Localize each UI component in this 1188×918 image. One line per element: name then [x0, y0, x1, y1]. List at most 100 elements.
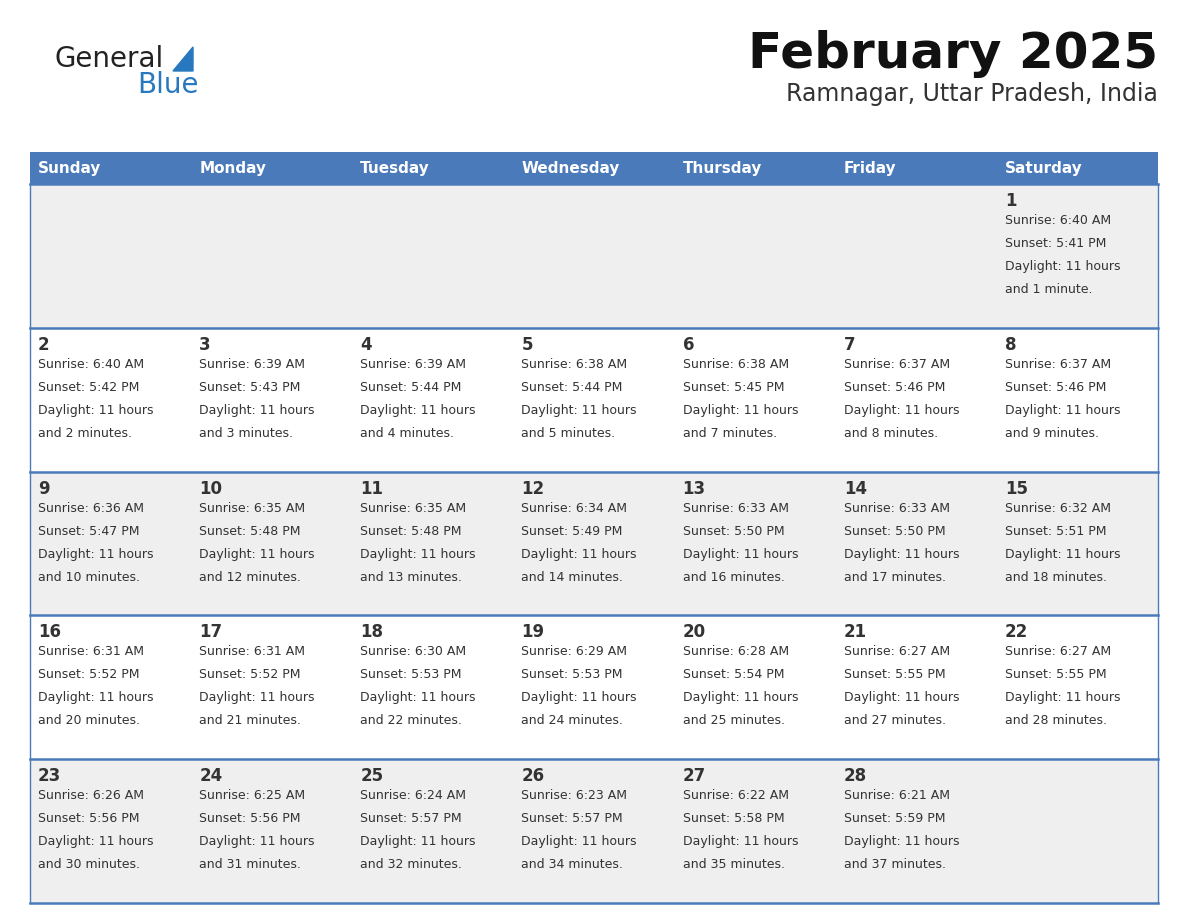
Text: Sunrise: 6:32 AM: Sunrise: 6:32 AM: [1005, 501, 1111, 515]
Text: Sunset: 5:58 PM: Sunset: 5:58 PM: [683, 812, 784, 825]
Text: General: General: [55, 45, 164, 73]
Text: and 9 minutes.: and 9 minutes.: [1005, 427, 1099, 440]
Bar: [513, 152, 675, 184]
Text: Sunrise: 6:27 AM: Sunrise: 6:27 AM: [843, 645, 950, 658]
Text: Sunday: Sunday: [38, 161, 101, 175]
Text: Daylight: 11 hours: Daylight: 11 hours: [522, 404, 637, 417]
Text: 9: 9: [38, 479, 50, 498]
Text: Sunrise: 6:40 AM: Sunrise: 6:40 AM: [38, 358, 144, 371]
Text: Sunrise: 6:37 AM: Sunrise: 6:37 AM: [843, 358, 950, 371]
Text: Sunset: 5:44 PM: Sunset: 5:44 PM: [360, 381, 462, 394]
Text: and 22 minutes.: and 22 minutes.: [360, 714, 462, 727]
Text: Daylight: 11 hours: Daylight: 11 hours: [1005, 691, 1120, 704]
Text: Sunset: 5:53 PM: Sunset: 5:53 PM: [360, 668, 462, 681]
Text: and 7 minutes.: and 7 minutes.: [683, 427, 777, 440]
Text: Sunset: 5:47 PM: Sunset: 5:47 PM: [38, 524, 139, 538]
Text: and 20 minutes.: and 20 minutes.: [38, 714, 140, 727]
Text: Sunset: 5:43 PM: Sunset: 5:43 PM: [200, 381, 301, 394]
Text: Sunset: 5:52 PM: Sunset: 5:52 PM: [200, 668, 301, 681]
Text: Sunset: 5:57 PM: Sunset: 5:57 PM: [522, 812, 623, 825]
Text: Daylight: 11 hours: Daylight: 11 hours: [843, 691, 959, 704]
Text: 10: 10: [200, 479, 222, 498]
Text: Daylight: 11 hours: Daylight: 11 hours: [360, 835, 475, 848]
Bar: [675, 152, 835, 184]
Text: Sunrise: 6:22 AM: Sunrise: 6:22 AM: [683, 789, 789, 802]
Bar: [191, 152, 353, 184]
Text: and 5 minutes.: and 5 minutes.: [522, 427, 615, 440]
Text: Sunset: 5:54 PM: Sunset: 5:54 PM: [683, 668, 784, 681]
Text: Sunset: 5:56 PM: Sunset: 5:56 PM: [200, 812, 301, 825]
Text: 5: 5: [522, 336, 533, 353]
Text: Sunrise: 6:34 AM: Sunrise: 6:34 AM: [522, 501, 627, 515]
Text: Sunrise: 6:31 AM: Sunrise: 6:31 AM: [200, 645, 305, 658]
Text: 27: 27: [683, 767, 706, 785]
Text: Sunset: 5:46 PM: Sunset: 5:46 PM: [843, 381, 946, 394]
Text: Daylight: 11 hours: Daylight: 11 hours: [38, 835, 153, 848]
Text: and 1 minute.: and 1 minute.: [1005, 283, 1092, 296]
Bar: [30, 615, 1158, 759]
Text: Sunset: 5:51 PM: Sunset: 5:51 PM: [1005, 524, 1106, 538]
Text: Daylight: 11 hours: Daylight: 11 hours: [843, 404, 959, 417]
Text: Daylight: 11 hours: Daylight: 11 hours: [38, 691, 153, 704]
Text: 4: 4: [360, 336, 372, 353]
Text: Saturday: Saturday: [1005, 161, 1082, 175]
Polygon shape: [173, 47, 192, 71]
Text: and 32 minutes.: and 32 minutes.: [360, 858, 462, 871]
Text: Daylight: 11 hours: Daylight: 11 hours: [683, 404, 798, 417]
Text: and 27 minutes.: and 27 minutes.: [843, 714, 946, 727]
Text: and 34 minutes.: and 34 minutes.: [522, 858, 624, 871]
Text: 2: 2: [38, 336, 50, 353]
Text: and 25 minutes.: and 25 minutes.: [683, 714, 784, 727]
Text: 8: 8: [1005, 336, 1017, 353]
Text: Sunset: 5:46 PM: Sunset: 5:46 PM: [1005, 381, 1106, 394]
Text: Sunrise: 6:35 AM: Sunrise: 6:35 AM: [360, 501, 467, 515]
Text: and 21 minutes.: and 21 minutes.: [200, 714, 301, 727]
Text: Sunrise: 6:37 AM: Sunrise: 6:37 AM: [1005, 358, 1111, 371]
Text: Daylight: 11 hours: Daylight: 11 hours: [843, 548, 959, 561]
Text: February 2025: February 2025: [748, 30, 1158, 78]
Text: Sunrise: 6:25 AM: Sunrise: 6:25 AM: [200, 789, 305, 802]
Bar: [835, 152, 997, 184]
Text: Daylight: 11 hours: Daylight: 11 hours: [843, 835, 959, 848]
Text: Sunrise: 6:33 AM: Sunrise: 6:33 AM: [683, 501, 789, 515]
Text: Daylight: 11 hours: Daylight: 11 hours: [200, 548, 315, 561]
Text: Sunset: 5:49 PM: Sunset: 5:49 PM: [522, 524, 623, 538]
Text: Sunrise: 6:35 AM: Sunrise: 6:35 AM: [200, 501, 305, 515]
Text: and 14 minutes.: and 14 minutes.: [522, 571, 624, 584]
Text: Daylight: 11 hours: Daylight: 11 hours: [360, 691, 475, 704]
Text: Daylight: 11 hours: Daylight: 11 hours: [522, 835, 637, 848]
Text: and 37 minutes.: and 37 minutes.: [843, 858, 946, 871]
Text: 25: 25: [360, 767, 384, 785]
Text: Sunset: 5:50 PM: Sunset: 5:50 PM: [843, 524, 946, 538]
Text: 12: 12: [522, 479, 544, 498]
Text: 18: 18: [360, 623, 384, 642]
Text: and 24 minutes.: and 24 minutes.: [522, 714, 624, 727]
Text: Monday: Monday: [200, 161, 266, 175]
Text: Daylight: 11 hours: Daylight: 11 hours: [522, 691, 637, 704]
Text: Daylight: 11 hours: Daylight: 11 hours: [200, 835, 315, 848]
Text: and 35 minutes.: and 35 minutes.: [683, 858, 784, 871]
Text: 13: 13: [683, 479, 706, 498]
Text: 20: 20: [683, 623, 706, 642]
Bar: [30, 328, 1158, 472]
Text: Sunrise: 6:23 AM: Sunrise: 6:23 AM: [522, 789, 627, 802]
Text: and 3 minutes.: and 3 minutes.: [200, 427, 293, 440]
Text: Daylight: 11 hours: Daylight: 11 hours: [1005, 260, 1120, 273]
Text: Sunrise: 6:29 AM: Sunrise: 6:29 AM: [522, 645, 627, 658]
Text: 1: 1: [1005, 192, 1017, 210]
Text: Sunrise: 6:31 AM: Sunrise: 6:31 AM: [38, 645, 144, 658]
Text: Daylight: 11 hours: Daylight: 11 hours: [1005, 548, 1120, 561]
Text: Daylight: 11 hours: Daylight: 11 hours: [683, 835, 798, 848]
Bar: [30, 152, 191, 184]
Bar: [353, 152, 513, 184]
Text: Sunrise: 6:28 AM: Sunrise: 6:28 AM: [683, 645, 789, 658]
Text: and 8 minutes.: and 8 minutes.: [843, 427, 937, 440]
Text: Sunrise: 6:39 AM: Sunrise: 6:39 AM: [200, 358, 305, 371]
Text: Sunrise: 6:33 AM: Sunrise: 6:33 AM: [843, 501, 949, 515]
Bar: [30, 759, 1158, 903]
Text: and 2 minutes.: and 2 minutes.: [38, 427, 132, 440]
Text: Sunset: 5:52 PM: Sunset: 5:52 PM: [38, 668, 139, 681]
Text: 6: 6: [683, 336, 694, 353]
Text: and 12 minutes.: and 12 minutes.: [200, 571, 301, 584]
Text: Sunset: 5:48 PM: Sunset: 5:48 PM: [360, 524, 462, 538]
